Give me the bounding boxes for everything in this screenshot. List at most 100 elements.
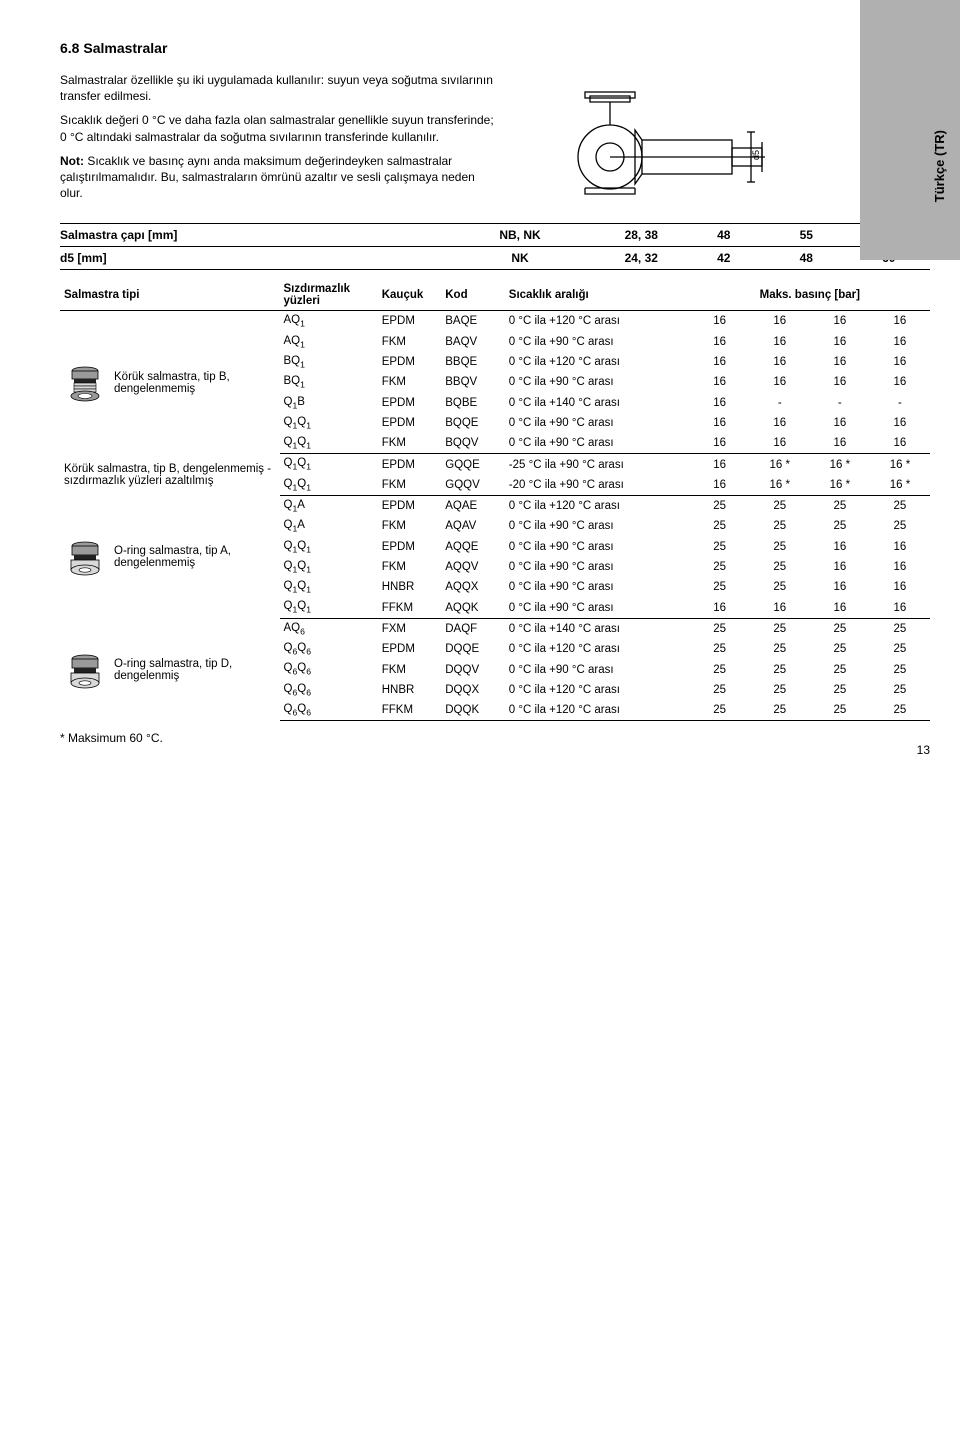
- cell-code: BBQE: [441, 352, 505, 372]
- cell-code: DAQF: [441, 618, 505, 639]
- cell-faces: Q1B: [280, 393, 378, 413]
- cell-faces: Q1Q1: [280, 433, 378, 454]
- cell-pressure: 25: [690, 495, 750, 516]
- cell-rubber: EPDM: [378, 352, 442, 372]
- cell-temp-range: 0 °C ila +90 °C arası: [505, 372, 690, 392]
- cell-rubber: EPDM: [378, 537, 442, 557]
- seal-type-label: O-ring salmastra, tip D, dengelenmiş: [114, 658, 276, 682]
- cell-pressure: 16 *: [870, 475, 930, 496]
- cell-pressure: 16: [690, 475, 750, 496]
- cell-pressure: 16: [870, 433, 930, 454]
- cell-faces: BQ1: [280, 372, 378, 392]
- cell-rubber: FKM: [378, 372, 442, 392]
- dimension-label: d5 [mm]: [60, 251, 440, 265]
- cell-code: BQQE: [441, 413, 505, 433]
- cell-pressure: 16 *: [750, 475, 810, 496]
- intro-p1: Salmastralar özellikle şu iki uygulamada…: [60, 72, 500, 104]
- seal-icon: [64, 362, 106, 404]
- cell-temp-range: 0 °C ila +90 °C arası: [505, 597, 690, 618]
- cell-code: GQQE: [441, 454, 505, 475]
- cell-rubber: EPDM: [378, 495, 442, 516]
- cell-pressure: 16: [750, 352, 810, 372]
- cell-pressure: 25: [810, 680, 870, 700]
- cell-code: DQQX: [441, 680, 505, 700]
- cell-pressure: 16: [750, 372, 810, 392]
- cell-pressure: 16: [690, 454, 750, 475]
- note-body: Sıcaklık ve basınç aynı anda maksimum de…: [60, 154, 475, 200]
- cell-faces: Q1Q1: [280, 557, 378, 577]
- cell-temp-range: 0 °C ila +90 °C arası: [505, 557, 690, 577]
- cell-faces: Q6Q6: [280, 700, 378, 721]
- seal-type-cell: Körük salmastra, tip B, dengelenmemiş: [60, 311, 280, 454]
- cell-temp-range: 0 °C ila +120 °C arası: [505, 680, 690, 700]
- cell-rubber: EPDM: [378, 311, 442, 332]
- cell-code: AQAE: [441, 495, 505, 516]
- cell-faces: Q6Q6: [280, 680, 378, 700]
- cell-pressure: 16: [810, 557, 870, 577]
- cell-rubber: FKM: [378, 557, 442, 577]
- footnote: * Maksimum 60 °C.: [60, 731, 930, 745]
- dimension-header-row: Salmastra çapı [mm]NB, NK28, 38485560: [60, 223, 930, 247]
- cell-code: BAQV: [441, 332, 505, 352]
- col-temp: Sıcaklık aralığı: [505, 280, 690, 311]
- cell-rubber: HNBR: [378, 680, 442, 700]
- cell-faces: Q1Q1: [280, 577, 378, 597]
- dimension-header-row: d5 [mm]NK24, 32424860: [60, 247, 930, 270]
- cell-pressure: 25: [750, 577, 810, 597]
- cell-pressure: 16: [810, 433, 870, 454]
- cell-pressure: 16: [750, 311, 810, 332]
- cell-pressure: 16 *: [870, 454, 930, 475]
- dimension-value: 55: [765, 228, 848, 242]
- cell-pressure: 16: [870, 332, 930, 352]
- cell-pressure: 16: [690, 332, 750, 352]
- cell-rubber: EPDM: [378, 454, 442, 475]
- cell-code: BQQV: [441, 433, 505, 454]
- cell-pressure: 25: [690, 639, 750, 659]
- cell-temp-range: -25 °C ila +90 °C arası: [505, 454, 690, 475]
- table-row: O-ring salmastra, tip A, dengelenmemişQ1…: [60, 495, 930, 516]
- cell-pressure: 25: [750, 680, 810, 700]
- cell-pressure: -: [750, 393, 810, 413]
- cell-pressure: 16: [810, 332, 870, 352]
- note-label: Not:: [60, 154, 84, 168]
- cell-pressure: 16: [810, 352, 870, 372]
- cell-pressure: 16: [690, 393, 750, 413]
- cell-pressure: 16: [690, 597, 750, 618]
- cell-code: BBQV: [441, 372, 505, 392]
- table-row: O-ring salmastra, tip D, dengelenmişAQ6F…: [60, 618, 930, 639]
- cell-faces: AQ6: [280, 618, 378, 639]
- pump-cross-section-figure: d5: [530, 72, 810, 212]
- cell-rubber: EPDM: [378, 413, 442, 433]
- cell-pressure: 25: [690, 700, 750, 721]
- cell-pressure: 25: [870, 516, 930, 536]
- cell-rubber: FKM: [378, 332, 442, 352]
- cell-faces: BQ1: [280, 352, 378, 372]
- cell-temp-range: -20 °C ila +90 °C arası: [505, 475, 690, 496]
- cell-pressure: 25: [750, 639, 810, 659]
- cell-faces: Q1Q1: [280, 537, 378, 557]
- cell-faces: Q6Q6: [280, 639, 378, 659]
- cell-temp-range: 0 °C ila +120 °C arası: [505, 495, 690, 516]
- seal-type-cell: O-ring salmastra, tip D, dengelenmiş: [60, 618, 280, 720]
- cell-rubber: FKM: [378, 516, 442, 536]
- cell-pressure: 25: [690, 557, 750, 577]
- cell-pressure: 25: [750, 659, 810, 679]
- cell-temp-range: 0 °C ila +120 °C arası: [505, 352, 690, 372]
- language-label: Türkçe (TR): [932, 130, 947, 202]
- cell-code: AQAV: [441, 516, 505, 536]
- cell-temp-range: 0 °C ila +90 °C arası: [505, 659, 690, 679]
- cell-faces: AQ1: [280, 311, 378, 332]
- cell-pressure: 16: [690, 433, 750, 454]
- cell-pressure: 16: [750, 413, 810, 433]
- cell-pressure: 16: [810, 413, 870, 433]
- cell-pressure: 25: [690, 680, 750, 700]
- seal-icon: [64, 649, 106, 691]
- cell-pressure: 16: [750, 433, 810, 454]
- d5-dimension-label: d5: [751, 150, 761, 160]
- cell-code: DQQE: [441, 639, 505, 659]
- cell-pressure: 16: [870, 597, 930, 618]
- dimension-value: 24, 32: [600, 251, 683, 265]
- cell-code: BAQE: [441, 311, 505, 332]
- page-number: 13: [917, 743, 930, 757]
- cell-pressure: 16 *: [750, 454, 810, 475]
